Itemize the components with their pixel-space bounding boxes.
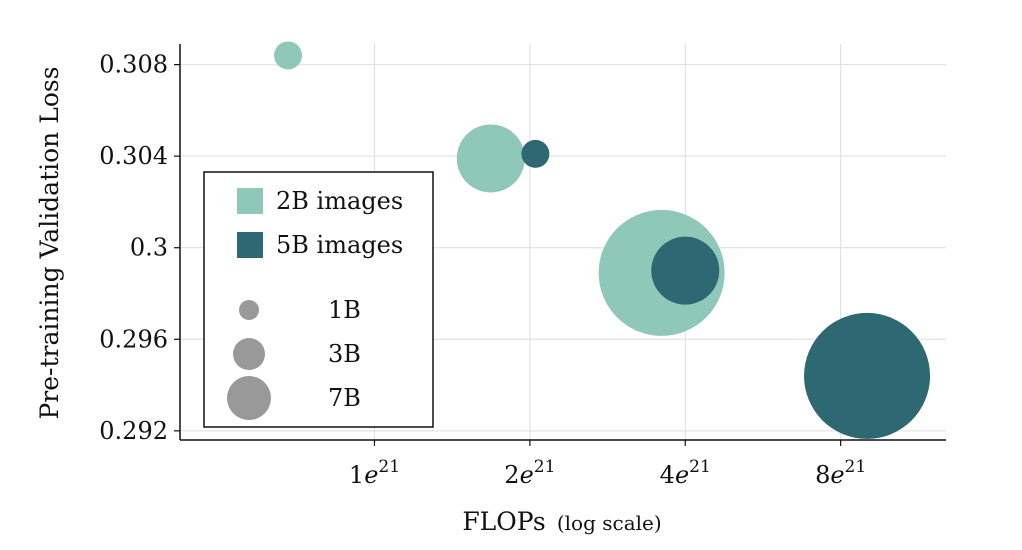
y-axis-title: Pre-training Validation Loss — [35, 66, 64, 419]
x-axis-title-main: FLOPs — [462, 507, 545, 536]
legend-size-label-7b: 7B — [328, 384, 361, 412]
legend-size-marker-3b — [233, 338, 265, 370]
y-tick-label: 0.304 — [99, 142, 168, 170]
legend-label-2b-images: 2B images — [276, 187, 403, 215]
legend-sizes: 1B 3B 7B — [227, 296, 361, 420]
x-tick-label: 1e21 — [349, 457, 400, 489]
axes — [179, 44, 946, 441]
legend-size-marker-1b — [239, 300, 259, 320]
legend-size-label-1b: 1B — [328, 296, 361, 324]
data-bubbles — [274, 41, 931, 439]
bubble-2b-images-3b — [456, 124, 525, 193]
legend-series: 2B images 5B images — [237, 187, 403, 259]
legend: 2B images 5B images 1B 3B 7B — [203, 171, 434, 428]
y-tick-label: 0.3 — [130, 234, 168, 262]
bubble-5b-images-1b — [521, 139, 550, 168]
legend-label-5b-images: 5B images — [276, 231, 403, 259]
x-tick-label: 2e21 — [504, 457, 555, 489]
bubble-5b-images-3b — [651, 236, 720, 305]
y-tick-label: 0.308 — [99, 51, 168, 79]
bubble-2b-images-1b — [274, 41, 303, 70]
bubble-5b-images-7b — [804, 312, 931, 439]
x-axis-title: FLOPs (log scale) — [462, 507, 661, 536]
tick-labels: 0.292 0.296 0.3 0.304 0.308 1e21 2e21 4e21 8e21 — [99, 51, 866, 489]
legend-swatch-5b-images — [237, 232, 263, 258]
y-tick-label: 0.296 — [99, 325, 168, 353]
legend-swatch-2b-images — [237, 188, 263, 214]
legend-size-marker-7b — [227, 376, 271, 420]
x-tick-label: 8e21 — [815, 457, 866, 489]
x-axis-title-note: (log scale) — [557, 511, 662, 535]
x-tick-label: 4e21 — [660, 457, 711, 489]
legend-size-label-3b: 3B — [328, 340, 361, 368]
y-tick-label: 0.292 — [99, 417, 168, 445]
